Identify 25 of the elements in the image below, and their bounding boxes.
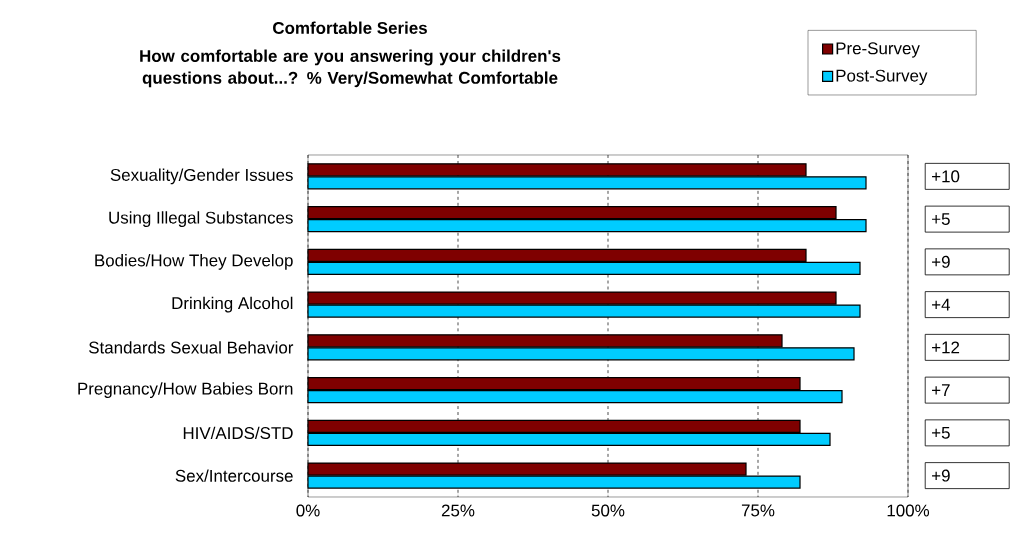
text: +12 bbox=[932, 341, 960, 354]
y-tick-label: Sex/Intercourse bbox=[175, 469, 293, 482]
legend-label: Post-Survey bbox=[836, 69, 928, 86]
y-tick-label: Bodies/How They Develop bbox=[95, 253, 293, 270]
x-tick-label: 100% bbox=[887, 504, 930, 517]
y-tick-label: HIV/AIDS/STD bbox=[183, 426, 293, 440]
chart-subtitle: How comfortable are you answering your children's questions about...? % Very/Somewhat Comfortable bbox=[140, 49, 561, 88]
y-tick-label: Sexuality/Gender Issues bbox=[110, 168, 293, 185]
chart-title: Comfortable Series bbox=[273, 21, 427, 34]
x-tick-label: 50% bbox=[591, 504, 625, 517]
text: +5 bbox=[932, 426, 950, 439]
text: +9 bbox=[932, 255, 950, 268]
x-tick-label: 75% bbox=[741, 504, 775, 517]
x-tick-label: 0% bbox=[296, 504, 320, 517]
y-tick-label: Standards Sexual Behavior bbox=[89, 341, 294, 354]
legend-label: Pre-Survey bbox=[836, 42, 920, 58]
x-tick-label: 25% bbox=[441, 504, 475, 517]
y-tick-label: Pregnancy/How Babies Born bbox=[78, 382, 293, 399]
text: +7 bbox=[932, 384, 950, 396]
text: +4 bbox=[932, 298, 951, 311]
text: +10 bbox=[932, 170, 960, 183]
text: +5 bbox=[932, 213, 950, 226]
text: +9 bbox=[932, 469, 950, 482]
y-tick-label: Drinking Alcohol bbox=[172, 296, 293, 313]
y-tick-label: Using Illegal Substances bbox=[109, 211, 293, 228]
